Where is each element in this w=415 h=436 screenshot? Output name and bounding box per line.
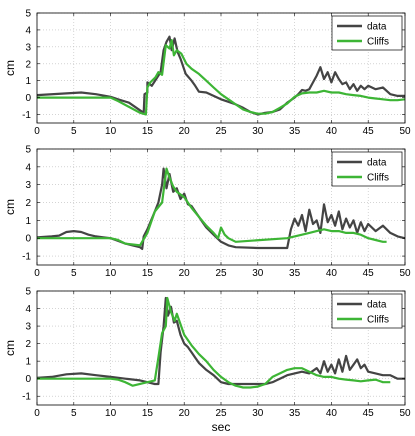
y-tick-label: 2 [25, 198, 31, 209]
chart-panel-3: 0 5 10 15 20 25 30 35 40 45 50-1012345cmsecdataCli… [3, 287, 411, 435]
legend-label-data: data [367, 22, 387, 33]
x-tick-label: 35 [289, 268, 301, 279]
legend-box [331, 151, 403, 187]
legend-label-cliffs: Cliffs [367, 173, 389, 184]
legend-label-data: data [367, 300, 387, 311]
x-tick-label: 0 [34, 268, 40, 279]
legend-label-cliffs: Cliffs [367, 37, 389, 48]
x-tick-label: 45 [363, 268, 375, 279]
legend-label-cliffs: Cliffs [367, 315, 389, 326]
y-tick-label: 0 [25, 234, 31, 245]
y-tick-label: 5 [25, 145, 31, 156]
x-tick-label: 20 [179, 126, 191, 137]
series-line-cliffs [37, 167, 387, 247]
x-tick-label: 25 [215, 126, 227, 137]
x-tick-label: 50 [399, 126, 411, 137]
y-tick-label: 2 [25, 339, 31, 350]
x-tick-label: 10 [105, 408, 117, 419]
x-tick-label: 50 [399, 268, 411, 279]
y-tick-label: 1 [25, 357, 31, 368]
legend: data Cliffs [331, 151, 403, 187]
y-tick-label: 4 [25, 304, 31, 315]
x-tick-label: 25 [215, 268, 227, 279]
x-tick-label: 0 [34, 126, 40, 137]
x-tick-label: 40 [326, 268, 338, 279]
x-tick-label: 0 [34, 408, 40, 419]
y-tick-label: 3 [25, 42, 31, 53]
x-tick-label: 35 [289, 408, 301, 419]
x-tick-label: 45 [363, 126, 375, 137]
y-tick-label: 1 [25, 76, 31, 87]
legend-label-data: data [367, 158, 387, 169]
series-line-data [37, 296, 405, 386]
x-tick-label: 5 [71, 408, 77, 419]
x-tick-label: 20 [179, 408, 191, 419]
y-tick-label: 0 [25, 374, 31, 385]
series-line-cliffs [37, 39, 405, 116]
y-tick-label: -1 [22, 392, 31, 403]
x-tick-label: 5 [71, 126, 77, 137]
y-axis-label: cm [3, 199, 17, 215]
x-tick-label: 30 [252, 268, 264, 279]
x-tick-label: 15 [142, 126, 154, 137]
x-tick-label: 25 [215, 408, 227, 419]
y-tick-label: 4 [25, 25, 31, 36]
x-tick-label: 20 [179, 268, 191, 279]
y-tick-label: 0 [25, 93, 31, 104]
legend: data Cliffs [331, 15, 403, 51]
y-tick-label: 4 [25, 162, 31, 173]
legend: data Cliffs [331, 293, 403, 329]
x-tick-label: 45 [363, 408, 375, 419]
x-tick-label: 15 [142, 268, 154, 279]
y-tick-label: 1 [25, 216, 31, 227]
x-tick-label: 30 [252, 408, 264, 419]
y-tick-label: -1 [22, 110, 31, 121]
x-tick-label: 10 [105, 126, 117, 137]
x-tick-label: 50 [399, 408, 411, 419]
y-tick-label: 2 [25, 59, 31, 70]
series-line-cliffs [37, 296, 391, 389]
x-tick-label: 15 [142, 408, 154, 419]
x-tick-label: 40 [326, 408, 338, 419]
y-tick-label: 3 [25, 180, 31, 191]
legend-box [331, 293, 403, 329]
x-tick-label: 35 [289, 126, 301, 137]
x-tick-label: 30 [252, 126, 264, 137]
y-tick-label: 5 [25, 9, 31, 20]
y-tick-label: -1 [22, 252, 31, 263]
x-axis-label: sec [212, 420, 231, 434]
x-tick-label: 5 [71, 268, 77, 279]
x-tick-label: 10 [105, 268, 117, 279]
y-axis-label: cm [3, 60, 17, 76]
y-axis-label: cm [3, 340, 17, 356]
y-tick-label: 5 [25, 287, 31, 298]
legend-box [331, 15, 403, 51]
y-tick-label: 3 [25, 322, 31, 333]
x-tick-label: 40 [326, 126, 338, 137]
